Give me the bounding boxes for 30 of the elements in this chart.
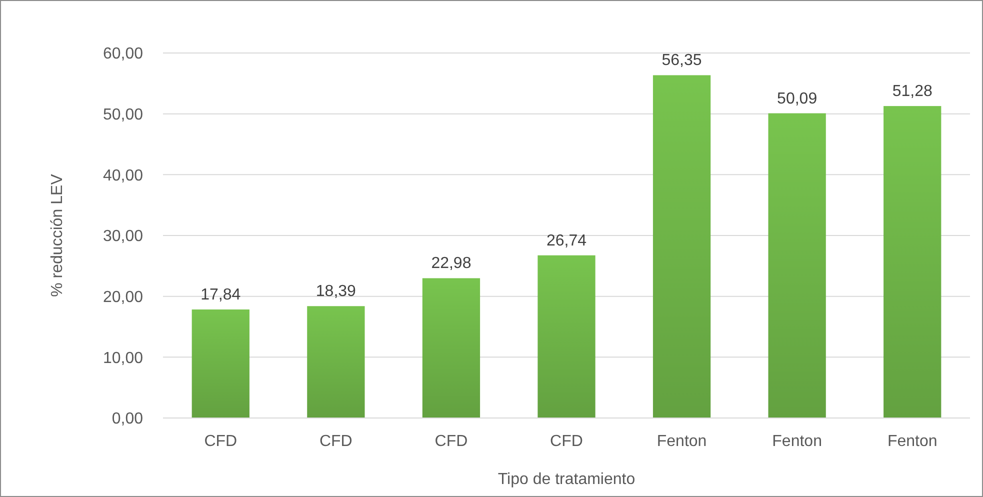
bar	[538, 255, 596, 418]
x-tick-label: Fenton	[656, 433, 707, 450]
x-tick-label: CFD	[550, 433, 583, 450]
bar	[884, 106, 942, 418]
data-label: 51,28	[892, 83, 932, 100]
data-label: 18,39	[316, 283, 356, 300]
y-tick-label: 10,00	[102, 350, 144, 367]
data-label: 26,74	[546, 232, 587, 250]
y-tick-label: 60,00	[102, 46, 144, 63]
x-tick-label: Fenton	[772, 433, 822, 450]
y-tick-label: 0,00	[112, 410, 144, 428]
data-label: 22,98	[431, 255, 472, 272]
bar	[768, 113, 826, 418]
y-tick-label: 50,00	[102, 106, 144, 124]
bar	[307, 306, 365, 418]
x-tick-label: CFD	[434, 433, 468, 450]
data-label: 17,84	[200, 286, 241, 304]
bar	[422, 278, 480, 418]
data-label: 56,35	[662, 52, 702, 70]
y-tick-label: 40,00	[102, 167, 144, 184]
bar	[192, 309, 250, 418]
x-tick-label: Fenton	[887, 433, 938, 450]
x-axis-title: Tipo de tratamiento	[498, 471, 636, 488]
y-tick-label: 20,00	[102, 288, 144, 306]
x-tick-label: CFD	[319, 433, 352, 450]
bar	[652, 75, 711, 418]
data-label: 50,09	[777, 90, 818, 108]
x-tick-label: CFD	[204, 433, 238, 450]
y-axis-title: % reducción LEV	[49, 174, 66, 297]
y-tick-label: 30,00	[102, 228, 144, 246]
